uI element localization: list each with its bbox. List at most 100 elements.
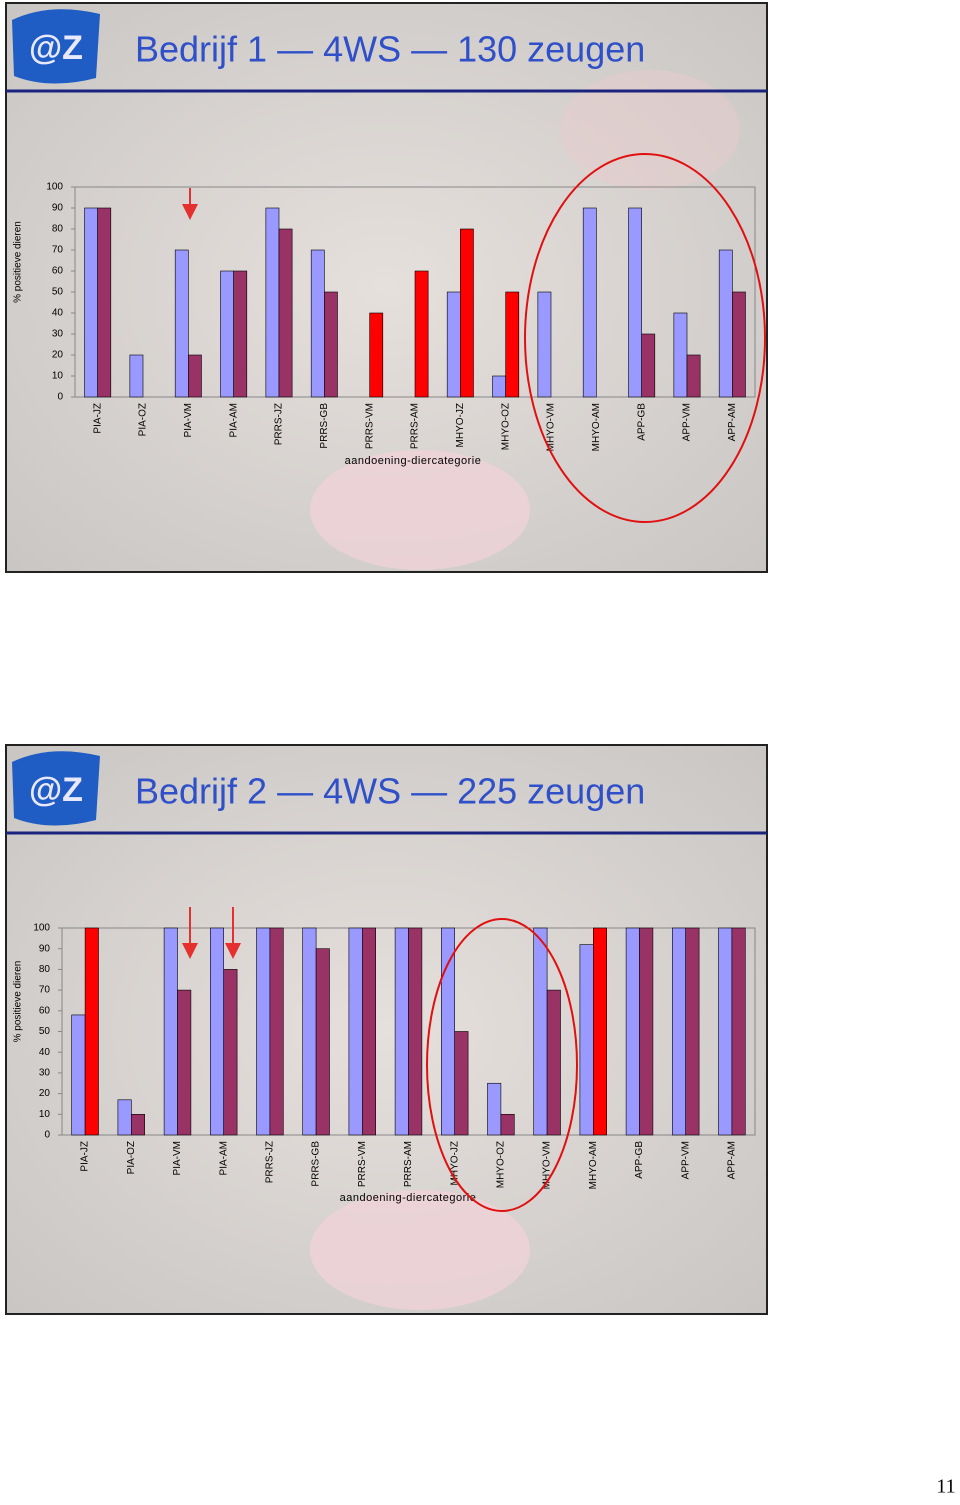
y-tick-label: 0 — [44, 1130, 50, 1141]
bar — [579, 944, 594, 1136]
x-tick-label: APP-GB — [636, 403, 647, 441]
y-tick-label: 90 — [39, 943, 51, 954]
y-axis-label: % positieve dieren — [13, 221, 24, 303]
x-tick-label: PIA-AM — [228, 403, 239, 437]
y-tick-label: 10 — [52, 371, 64, 382]
x-axis-label: aandoening-diercategorie — [340, 1192, 477, 1204]
x-tick-label: MHYO-VM — [546, 403, 557, 451]
y-tick-label: 40 — [52, 308, 64, 319]
bar — [625, 927, 640, 1136]
y-tick-label: 80 — [39, 964, 51, 975]
bar — [369, 312, 384, 398]
x-tick-label: PRRS-AM — [403, 1141, 414, 1187]
charts: Bedrijf 1 — 4WS — 130 zeugen 0 10 20 30 40 50 6… — [13, 29, 756, 1204]
bar — [672, 927, 687, 1136]
y-tick-label: 10 — [39, 1109, 51, 1120]
y-tick-label: 50 — [52, 287, 64, 298]
bar — [537, 291, 552, 398]
page-number: 11 — [936, 1476, 955, 1498]
bar — [117, 1099, 132, 1136]
bar — [177, 989, 192, 1136]
x-tick-label: PRRS-GB — [311, 1141, 322, 1187]
bar — [731, 927, 746, 1136]
y-tick-label: 100 — [46, 182, 63, 193]
bar — [97, 207, 112, 398]
bar — [84, 207, 98, 398]
x-tick-label: PRRS-VM — [364, 403, 375, 449]
x-tick-label: APP-VM — [680, 1141, 691, 1179]
x-tick-label: MHYO-AM — [588, 1141, 599, 1189]
bar — [446, 291, 461, 398]
x-tick-label: MHYO-JZ — [455, 403, 466, 447]
bar — [223, 969, 238, 1136]
bar — [188, 354, 202, 398]
bar — [163, 927, 178, 1136]
bar — [639, 927, 654, 1136]
svg-text:@Z: @Z — [29, 29, 83, 67]
x-tick-label: PIA-VM — [172, 1141, 183, 1175]
bar — [84, 927, 99, 1136]
bar — [718, 927, 733, 1136]
bar — [686, 354, 701, 398]
bar — [174, 249, 189, 398]
bar — [718, 249, 733, 398]
bar — [210, 927, 225, 1136]
x-tick-label: MHYO-AM — [591, 403, 602, 451]
y-tick-label: 80 — [52, 224, 64, 235]
x-tick-label: MHYO-OZ — [500, 403, 511, 450]
bar — [131, 1114, 145, 1136]
bar — [220, 270, 234, 398]
x-tick-label: PIA-AM — [218, 1141, 229, 1175]
x-axis-label: aandoening-diercategorie — [345, 455, 482, 467]
bar — [302, 927, 317, 1136]
y-tick-label: 90 — [52, 203, 64, 214]
bar — [278, 228, 293, 398]
bar — [269, 927, 284, 1136]
bar — [256, 927, 271, 1136]
bar — [408, 927, 423, 1136]
x-tick-label: PIA-VM — [183, 403, 194, 437]
x-tick-label: PRRS-JZ — [265, 1141, 276, 1183]
x-tick-label: PRRS-JZ — [274, 403, 285, 445]
svg-text:@Z: @Z — [29, 771, 83, 809]
x-tick-label: APP-AM — [727, 403, 738, 441]
x-tick-label: PIA-JZ — [80, 1141, 91, 1172]
bar — [129, 354, 144, 398]
y-tick-label: 20 — [39, 1088, 51, 1099]
x-tick-label: APP-GB — [634, 1141, 645, 1179]
y-tick-label: 60 — [39, 1005, 51, 1016]
bar — [592, 927, 607, 1136]
x-tick-label: PRRS-GB — [319, 403, 330, 449]
bar — [233, 270, 248, 398]
y-tick-label: 0 — [57, 392, 63, 403]
bar — [361, 927, 376, 1136]
bar — [487, 1082, 502, 1136]
y-axis-label: % positieve dieren — [13, 961, 24, 1043]
slide-title: Bedrijf 2 — 4WS — 225 zeugen — [135, 771, 645, 812]
bar — [315, 948, 330, 1136]
x-tick-label: PRRS-VM — [357, 1141, 368, 1187]
bar — [71, 1014, 86, 1136]
x-tick-label: MHYO-OZ — [496, 1141, 507, 1188]
bar — [348, 927, 363, 1136]
y-tick-label: 70 — [52, 245, 64, 256]
x-tick-label: PIA-JZ — [92, 403, 103, 434]
y-tick-label: 100 — [33, 923, 50, 934]
bar — [732, 291, 746, 398]
bar — [546, 989, 561, 1136]
x-tick-label: APP-VM — [682, 403, 693, 441]
x-tick-label: PRRS-AM — [410, 403, 421, 449]
annotations — [182, 153, 766, 1212]
bar — [628, 207, 642, 398]
bar — [505, 291, 520, 398]
bar — [265, 207, 280, 398]
x-tick-label: PIA-OZ — [126, 1141, 137, 1174]
y-tick-label: 40 — [39, 1047, 51, 1058]
y-tick-label: 20 — [52, 350, 64, 361]
bar — [460, 228, 474, 398]
y-tick-label: 60 — [52, 266, 64, 277]
y-tick-label: 30 — [52, 329, 64, 340]
bar — [454, 1031, 469, 1136]
